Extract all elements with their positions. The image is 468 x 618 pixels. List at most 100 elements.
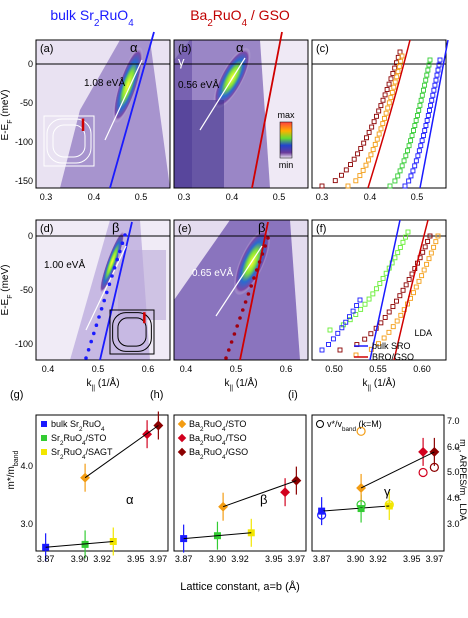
panel-c-bro-gso-point bbox=[369, 124, 375, 130]
panel-c-bulk-point bbox=[422, 128, 428, 134]
panel-a-band-label: α bbox=[130, 40, 138, 55]
panel-h-point bbox=[280, 487, 291, 498]
panel-d-inset-alpha-pocket bbox=[117, 317, 147, 347]
panel-h-frame bbox=[173, 414, 307, 552]
lattice-tick-label: 3.87 bbox=[37, 554, 55, 564]
legend-h-label: Ba2RuO4/STO bbox=[189, 419, 246, 433]
panel-a-k-tick: 0.5 bbox=[135, 192, 148, 202]
panel-d-data-point bbox=[99, 307, 104, 311]
panel-e-data-point bbox=[260, 252, 265, 256]
panel-c-sro-sto-point bbox=[424, 72, 430, 78]
legend-i-swatch bbox=[316, 420, 324, 428]
panel-i-velocity-ratio-point bbox=[356, 500, 366, 510]
panel-d-data-point bbox=[105, 290, 109, 295]
panel-e-k-tick: 0.5 bbox=[230, 364, 243, 374]
panel-e-data-point bbox=[249, 284, 253, 288]
panel-c-sro-sto-point bbox=[416, 107, 422, 113]
panel-f-bro-gso-point bbox=[403, 282, 409, 288]
panel-c-bro-gso-point bbox=[332, 178, 338, 184]
legend-i-label: v*/vband (k=M) bbox=[327, 419, 382, 433]
legend-f-bro-label: BRO/GSO bbox=[372, 352, 414, 362]
panel-c-sro-sto-point bbox=[409, 133, 415, 139]
panel-c-bulk-point bbox=[419, 138, 425, 144]
panel-c-sro-sto-point bbox=[405, 148, 410, 154]
panel-e-data-point bbox=[243, 300, 248, 304]
panel-c-bro-sto-point bbox=[388, 95, 394, 101]
colorbar-min-label: min bbox=[279, 160, 294, 170]
panel-f-bro-sto-point bbox=[424, 261, 430, 267]
right-axis-label: mγ, ARPES/mγ, LDA bbox=[455, 439, 468, 521]
panel-f-bro-sto-point bbox=[416, 278, 422, 284]
panel-d-data-point bbox=[107, 282, 112, 287]
panel-e-data-point bbox=[238, 316, 242, 320]
panel-c-bro-gso-point bbox=[397, 49, 403, 55]
panel-d-data-point bbox=[102, 298, 106, 303]
panel-c-bulk-point bbox=[418, 143, 424, 149]
legend-g-swatch bbox=[41, 421, 47, 427]
panel-b-fit-line bbox=[199, 57, 246, 131]
lattice-tick-label: 3.87 bbox=[175, 554, 193, 564]
panel-d-lda-line bbox=[99, 221, 133, 361]
lattice-tick-label: 3.92 bbox=[231, 554, 249, 564]
lattice-tick-label: 3.97 bbox=[150, 554, 168, 564]
panel-f-sro-sto-point bbox=[353, 312, 359, 317]
panel-c-sro-sto-point bbox=[403, 153, 409, 159]
legend-f-title: LDA bbox=[414, 328, 432, 338]
panel-c-bro-gso-point bbox=[364, 135, 369, 141]
panel-e-lda-line bbox=[239, 221, 269, 361]
panel-c-lda-sro-line bbox=[419, 39, 449, 189]
panel-f-bulk-point bbox=[350, 308, 356, 314]
panel-e-data-point bbox=[232, 332, 237, 336]
panel-b-band-label: α bbox=[236, 40, 244, 55]
panel-d-data-point bbox=[97, 315, 101, 319]
panel-d-data-point bbox=[94, 323, 99, 328]
panel-c-bro-sto-point bbox=[372, 141, 378, 147]
panel-c-bulk-point bbox=[428, 102, 434, 108]
energy-tick-label: 0 bbox=[28, 231, 33, 241]
panel-c-bro-sto-point bbox=[392, 79, 398, 85]
panel-i-velocity-ratio-point bbox=[384, 500, 394, 510]
panel-i-trend-ba bbox=[360, 451, 435, 489]
panel-f-bulk-point bbox=[339, 325, 345, 331]
panel-c-frame bbox=[311, 39, 447, 189]
panel-g-letter: (g) bbox=[10, 389, 23, 401]
panel-d-data-point bbox=[86, 348, 91, 352]
right-tick-label: 6.0 bbox=[447, 442, 460, 452]
panel-b-gamma-label: γ bbox=[178, 54, 185, 69]
legend-h-label: Ba2RuO4/GSO bbox=[189, 447, 248, 461]
lattice-tick-label: 3.87 bbox=[313, 554, 331, 564]
legend-g-label: bulk Sr2RuO4 bbox=[51, 419, 105, 433]
panel-c-bulk-point bbox=[413, 158, 419, 164]
panel-f-sro-sto-point bbox=[362, 301, 368, 307]
panel-c-sro-sto-point bbox=[417, 102, 423, 108]
panel-c-bro-sto-point bbox=[353, 178, 359, 184]
panel-h-band-label: β bbox=[260, 492, 267, 507]
panel-b-frame bbox=[173, 39, 309, 189]
legend-f-bulk-label: bulk SRO bbox=[372, 341, 411, 351]
colorbar-max-label: max bbox=[277, 110, 295, 120]
k-axis-label: k|| (1/Å) bbox=[362, 376, 395, 392]
panel-c-sro-sto-point bbox=[392, 178, 398, 184]
panel-c-bro-sto-point bbox=[360, 167, 366, 173]
mass-tick-label: 3.0 bbox=[20, 519, 33, 529]
panel-c-bro-gso-point bbox=[355, 151, 361, 157]
lattice-tick-label: 3.95 bbox=[403, 554, 421, 564]
panel-i-band-label: γ bbox=[384, 484, 391, 499]
panel-e-data-point bbox=[246, 292, 251, 296]
panel-f-k-tick: 0.60 bbox=[413, 364, 431, 374]
panel-c-bro-sto-point bbox=[370, 147, 376, 153]
panel-c-bro-sto-point bbox=[366, 157, 372, 163]
lattice-tick-label: 3.92 bbox=[93, 554, 111, 564]
panel-c-sro-sto-point bbox=[425, 67, 431, 73]
panel-f-sro-sto-point bbox=[380, 275, 386, 281]
panel-c-bro-gso-point bbox=[384, 87, 390, 92]
panel-c-sro-sto-point bbox=[395, 173, 401, 179]
panel-c-bro-sto-point bbox=[380, 121, 386, 127]
panel-c-sro-sto-point bbox=[426, 62, 432, 68]
panel-e-data-point bbox=[252, 276, 256, 280]
lattice-tick-label: 3.97 bbox=[426, 554, 444, 564]
panel-c-bro-sto-point bbox=[389, 89, 395, 95]
panel-f-bulk-point bbox=[326, 341, 332, 347]
panel-f-bro-sto-point bbox=[426, 256, 432, 262]
